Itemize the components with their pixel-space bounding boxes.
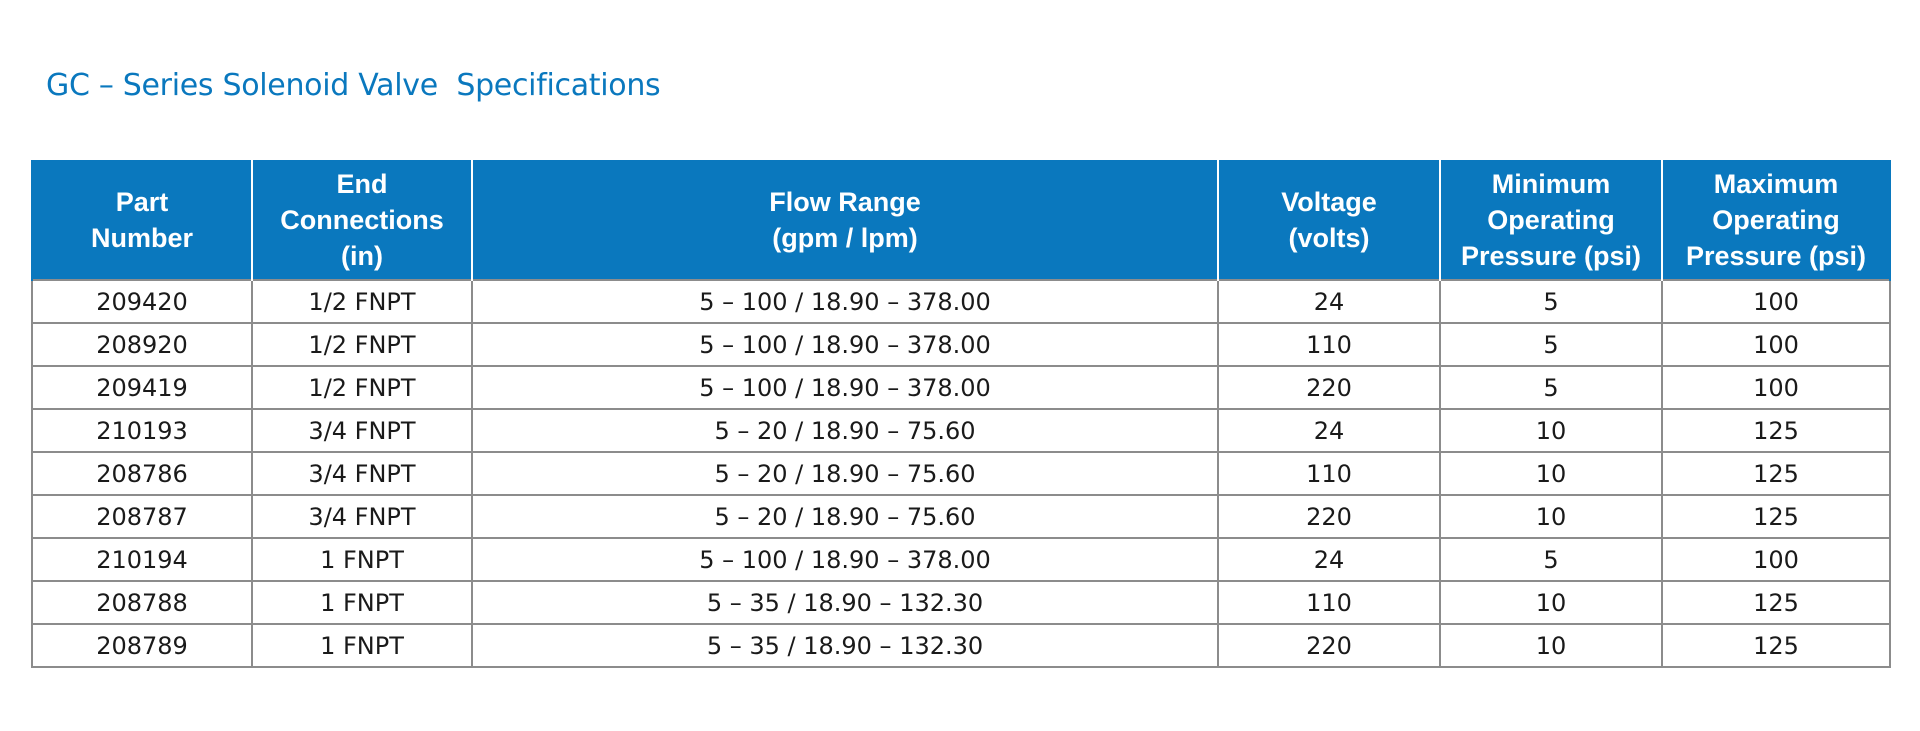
cell-part-number: 209420: [31, 279, 253, 324]
cell-flow-range: 5 – 100 / 18.90 – 378.00: [471, 322, 1219, 367]
cell-voltage: 220: [1217, 623, 1441, 668]
cell-minimum-pressure: 5: [1439, 537, 1663, 582]
cell-flow-range: 5 – 100 / 18.90 – 378.00: [471, 537, 1219, 582]
cell-maximum-pressure: 100: [1661, 365, 1891, 410]
cell-maximum-pressure: 125: [1661, 580, 1891, 625]
cell-flow-range: 5 – 20 / 18.90 – 75.60: [471, 408, 1219, 453]
cell-maximum-pressure: 100: [1661, 537, 1891, 582]
cell-minimum-pressure: 10: [1439, 408, 1663, 453]
header-part-number: Part Number: [31, 160, 253, 280]
table-row: 208789 1 FNPT 5 – 35 / 18.90 – 132.30 22…: [31, 623, 1891, 668]
cell-voltage: 24: [1217, 408, 1441, 453]
table-row: 208787 3/4 FNPT 5 – 20 / 18.90 – 75.60 2…: [31, 494, 1891, 539]
cell-minimum-pressure: 5: [1439, 322, 1663, 367]
table-header-row: Part Number End Connections (in) Flow Ra…: [31, 160, 1891, 280]
cell-maximum-pressure: 125: [1661, 451, 1891, 496]
specifications-table: Part Number End Connections (in) Flow Ra…: [31, 160, 1891, 668]
table-row: 210193 3/4 FNPT 5 – 20 / 18.90 – 75.60 2…: [31, 408, 1891, 453]
cell-flow-range: 5 – 20 / 18.90 – 75.60: [471, 451, 1219, 496]
cell-minimum-pressure: 5: [1439, 365, 1663, 410]
cell-minimum-pressure: 10: [1439, 580, 1663, 625]
cell-part-number: 208786: [31, 451, 253, 496]
cell-maximum-pressure: 100: [1661, 279, 1891, 324]
cell-end-connections: 3/4 FNPT: [251, 408, 473, 453]
cell-flow-range: 5 – 100 / 18.90 – 378.00: [471, 279, 1219, 324]
cell-maximum-pressure: 125: [1661, 408, 1891, 453]
cell-end-connections: 1 FNPT: [251, 580, 473, 625]
table-row: 209419 1/2 FNPT 5 – 100 / 18.90 – 378.00…: [31, 365, 1891, 410]
table-row: 210194 1 FNPT 5 – 100 / 18.90 – 378.00 2…: [31, 537, 1891, 582]
cell-part-number: 208788: [31, 580, 253, 625]
table-row: 208786 3/4 FNPT 5 – 20 / 18.90 – 75.60 1…: [31, 451, 1891, 496]
cell-end-connections: 1 FNPT: [251, 537, 473, 582]
cell-end-connections: 3/4 FNPT: [251, 451, 473, 496]
cell-part-number: 208920: [31, 322, 253, 367]
cell-flow-range: 5 – 20 / 18.90 – 75.60: [471, 494, 1219, 539]
cell-minimum-pressure: 10: [1439, 494, 1663, 539]
cell-voltage: 220: [1217, 365, 1441, 410]
cell-voltage: 24: [1217, 537, 1441, 582]
header-end-connections: End Connections (in): [251, 160, 473, 280]
cell-end-connections: 1 FNPT: [251, 623, 473, 668]
cell-part-number: 208789: [31, 623, 253, 668]
cell-part-number: 209419: [31, 365, 253, 410]
cell-maximum-pressure: 125: [1661, 494, 1891, 539]
cell-flow-range: 5 – 100 / 18.90 – 378.00: [471, 365, 1219, 410]
cell-voltage: 24: [1217, 279, 1441, 324]
cell-end-connections: 1/2 FNPT: [251, 279, 473, 324]
cell-flow-range: 5 – 35 / 18.90 – 132.30: [471, 623, 1219, 668]
cell-part-number: 210193: [31, 408, 253, 453]
page-title: GC – Series Solenoid Valve Specification…: [46, 68, 661, 103]
table-row: 209420 1/2 FNPT 5 – 100 / 18.90 – 378.00…: [31, 279, 1891, 324]
cell-end-connections: 1/2 FNPT: [251, 322, 473, 367]
header-minimum-pressure: Minimum Operating Pressure (psi): [1439, 160, 1663, 280]
cell-minimum-pressure: 10: [1439, 451, 1663, 496]
cell-part-number: 210194: [31, 537, 253, 582]
header-voltage: Voltage (volts): [1217, 160, 1441, 280]
cell-voltage: 110: [1217, 451, 1441, 496]
header-flow-range: Flow Range (gpm / lpm): [471, 160, 1219, 280]
cell-maximum-pressure: 100: [1661, 322, 1891, 367]
cell-maximum-pressure: 125: [1661, 623, 1891, 668]
cell-end-connections: 3/4 FNPT: [251, 494, 473, 539]
header-maximum-pressure: Maximum Operating Pressure (psi): [1661, 160, 1891, 280]
cell-flow-range: 5 – 35 / 18.90 – 132.30: [471, 580, 1219, 625]
cell-end-connections: 1/2 FNPT: [251, 365, 473, 410]
table-row: 208920 1/2 FNPT 5 – 100 / 18.90 – 378.00…: [31, 322, 1891, 367]
table-row: 208788 1 FNPT 5 – 35 / 18.90 – 132.30 11…: [31, 580, 1891, 625]
cell-minimum-pressure: 10: [1439, 623, 1663, 668]
cell-minimum-pressure: 5: [1439, 279, 1663, 324]
cell-part-number: 208787: [31, 494, 253, 539]
cell-voltage: 220: [1217, 494, 1441, 539]
cell-voltage: 110: [1217, 322, 1441, 367]
cell-voltage: 110: [1217, 580, 1441, 625]
